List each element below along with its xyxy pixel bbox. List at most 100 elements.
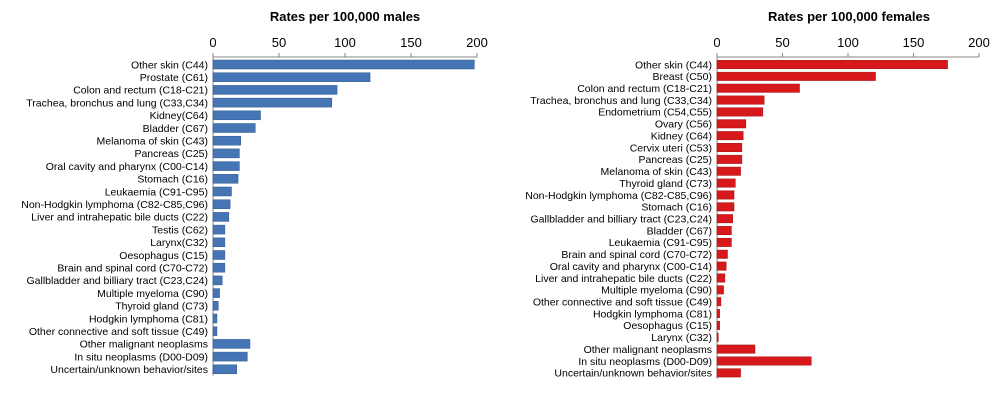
male-category-label: Other skin (C44) bbox=[131, 59, 208, 71]
male-bar bbox=[212, 85, 338, 95]
male-category-label: Liver and intrahepatic bile ducts (C22) bbox=[31, 212, 208, 224]
male-bar bbox=[212, 97, 333, 108]
female-bar bbox=[716, 71, 876, 81]
female-category-label: Kidney (C64) bbox=[651, 130, 712, 142]
female-bar bbox=[716, 178, 736, 188]
male-bar bbox=[212, 135, 241, 146]
male-bar bbox=[212, 212, 230, 222]
female-bar bbox=[716, 60, 948, 69]
male-category-label: Colon and rectum (C18-C21) bbox=[73, 85, 208, 97]
male-category-label: Testis (C62) bbox=[152, 224, 208, 236]
male-category-label: Trachea, bronchus and lung (C33,C34) bbox=[26, 97, 208, 109]
female-bar bbox=[716, 356, 812, 366]
female-bar bbox=[716, 309, 720, 319]
female-bar bbox=[716, 119, 747, 129]
female-category-label: Gallbladder and billiary tract (C23,C24) bbox=[531, 213, 713, 225]
female-bar bbox=[716, 285, 724, 295]
female-category-label: Non-Hodgkin lymphoma (C82-C85,C96) bbox=[525, 190, 712, 202]
female-x-tick-label: 200 bbox=[968, 35, 990, 50]
male-bar bbox=[212, 59, 475, 70]
female-bar bbox=[716, 166, 741, 176]
male-bar bbox=[212, 250, 226, 260]
female-bar bbox=[716, 237, 732, 247]
female-category-label: Breast (C50) bbox=[652, 71, 712, 83]
female-bar bbox=[716, 107, 764, 117]
female-x-tick-label: 100 bbox=[837, 35, 859, 50]
female-bar bbox=[716, 320, 720, 330]
male-category-label: Kidney(C64) bbox=[150, 110, 208, 122]
male-bar bbox=[212, 262, 226, 273]
male-x-tick-label: 150 bbox=[400, 35, 422, 50]
female-category-label: Endometrium (C54,C55) bbox=[598, 107, 712, 119]
female-bar bbox=[716, 297, 722, 307]
female-category-label: Brain and spinal cord (C70-C72) bbox=[561, 249, 712, 261]
male-category-label: Thyroid gland (C73) bbox=[115, 301, 208, 313]
female-bar bbox=[716, 214, 733, 224]
female-bar bbox=[716, 95, 765, 105]
male-category-label: Bladder (C67) bbox=[143, 123, 208, 135]
male-bar bbox=[212, 364, 238, 375]
male-x-tick-label: 50 bbox=[272, 35, 286, 50]
male-bar bbox=[212, 237, 226, 248]
female-category-label: Other connective and soft tissue (C49) bbox=[533, 297, 712, 309]
female-category-label: Pancreas (C25) bbox=[638, 154, 712, 166]
female-chart-title: Rates per 100,000 females bbox=[768, 9, 930, 24]
male-category-label: Melanoma of skin (C43) bbox=[97, 136, 208, 148]
female-bar bbox=[716, 368, 741, 378]
female-category-label: Thyroid gland (C73) bbox=[619, 178, 712, 190]
female-bar bbox=[716, 226, 732, 235]
male-bar bbox=[212, 275, 223, 286]
male-category-label: Oral cavity and pharynx (C00-C14) bbox=[46, 161, 208, 173]
female-bar bbox=[716, 131, 744, 141]
male-category-label: Brain and spinal cord (C70-C72) bbox=[57, 263, 208, 275]
female-category-label: Other skin (C44) bbox=[635, 59, 712, 71]
female-x-tick-label: 0 bbox=[713, 35, 720, 50]
female-bar bbox=[716, 190, 735, 200]
female-category-label: Hodgkin lymphoma (C81) bbox=[593, 308, 712, 320]
female-category-label: Multiple myeloma (C90) bbox=[601, 285, 712, 297]
male-bar bbox=[212, 313, 218, 324]
male-category-label: Other malignant neoplasms bbox=[80, 339, 208, 351]
female-bar bbox=[716, 249, 728, 259]
male-category-label: Multiple myeloma (C90) bbox=[97, 288, 208, 300]
male-category-label: Pancreas (C25) bbox=[134, 148, 208, 160]
female-category-label: Liver and intrahepatic bile ducts (C22) bbox=[535, 273, 712, 285]
female-x-tick-label: 50 bbox=[775, 35, 789, 50]
male-bar bbox=[212, 288, 220, 298]
female-incidence-chart: Rates per 100,000 females 0 50 100 150 200 Oth… bbox=[525, 9, 990, 380]
male-category-label: Stomach (C16) bbox=[137, 174, 208, 186]
male-bar bbox=[212, 110, 261, 121]
male-category-label: In situ neoplasms (D00-D09) bbox=[74, 351, 208, 363]
female-category-label: Stomach (C16) bbox=[641, 202, 712, 214]
female-category-label: Leukaemia (C91-C95) bbox=[609, 237, 712, 249]
female-bar bbox=[716, 202, 735, 212]
female-category-label: Oesophagus (C15) bbox=[623, 320, 712, 332]
female-category-label: Ovary (C56) bbox=[655, 119, 712, 131]
male-category-label: Larynx(C32) bbox=[150, 237, 208, 249]
female-bar bbox=[716, 273, 726, 283]
female-category-label: Trachea, bronchus and lung (C33,C34) bbox=[530, 95, 712, 107]
female-bar bbox=[716, 261, 727, 271]
male-category-label: Prostate (C61) bbox=[140, 72, 208, 84]
male-chart-title: Rates per 100,000 males bbox=[270, 9, 420, 24]
female-category-label: Oral cavity and pharynx (C00-C14) bbox=[550, 261, 712, 273]
female-category-label: Larynx (C32) bbox=[651, 332, 712, 344]
female-category-label: Bladder (C67) bbox=[647, 225, 712, 237]
female-bar bbox=[716, 344, 756, 354]
female-category-label: Other malignant neoplasms bbox=[584, 344, 712, 356]
male-bar bbox=[212, 161, 240, 171]
male-x-tick-label: 200 bbox=[466, 35, 488, 50]
male-bar bbox=[212, 224, 226, 235]
male-bar bbox=[212, 72, 371, 82]
female-category-label: Uncertain/unknown behavior/sites bbox=[554, 368, 712, 380]
male-bar bbox=[212, 123, 256, 133]
male-bar bbox=[212, 199, 231, 209]
female-bar bbox=[716, 154, 743, 164]
female-category-label: Cervix uteri (C53) bbox=[630, 142, 712, 154]
male-bar bbox=[212, 301, 219, 311]
female-bar bbox=[716, 332, 719, 342]
male-bar bbox=[212, 174, 239, 184]
male-bar bbox=[212, 186, 232, 197]
male-bar bbox=[212, 148, 240, 159]
male-category-label: Leukaemia (C91-C95) bbox=[105, 186, 208, 198]
